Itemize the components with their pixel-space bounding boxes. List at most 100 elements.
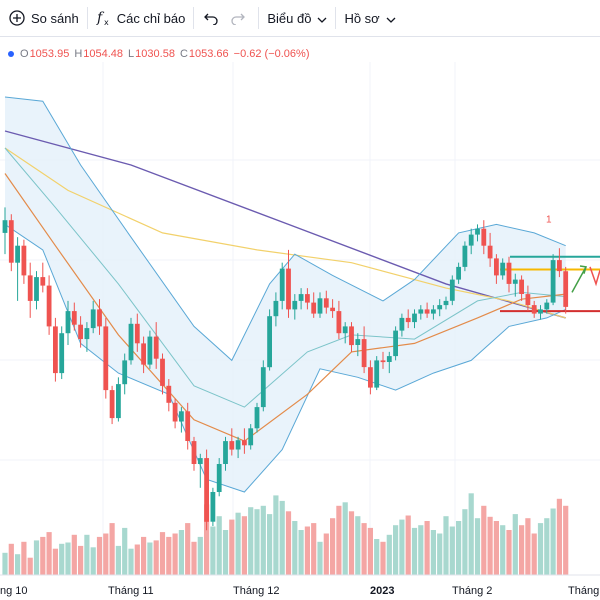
volume-bar xyxy=(386,534,392,575)
volume-bar xyxy=(78,545,84,575)
volume-bar xyxy=(33,540,40,575)
candle-body xyxy=(267,316,272,368)
candle-body xyxy=(53,326,58,374)
candle-body xyxy=(84,328,90,340)
candle-body xyxy=(223,441,228,464)
sma-200-line xyxy=(4,130,566,319)
candle-body xyxy=(147,336,153,365)
bollinger-mid-line xyxy=(4,147,566,408)
volume-bar xyxy=(185,523,191,575)
volume-bar xyxy=(8,543,14,575)
volume-bar xyxy=(500,525,506,575)
x-axis-label: Tháng 11 xyxy=(108,585,154,597)
volume-bar xyxy=(84,534,90,575)
x-axis-label: Tháng 2 xyxy=(452,585,492,597)
chart-type-dropdown[interactable]: Biểu đồ xyxy=(259,0,335,36)
low-value: 1030.58 xyxy=(135,48,175,60)
volume-bar xyxy=(96,536,103,575)
price-chart[interactable]: 1 ng 10 Tháng 11 Tháng 12 2023 Tháng 2 Tháng 3 xyxy=(0,62,600,600)
volume-bar xyxy=(103,533,109,575)
volume-bar xyxy=(235,512,241,575)
compare-button[interactable]: So sánh xyxy=(0,0,87,36)
open-label: O xyxy=(20,48,29,60)
candle-body xyxy=(179,411,184,422)
volume-bar xyxy=(330,518,336,575)
profile-dropdown[interactable]: Hồ sơ xyxy=(336,0,403,36)
volume-bar xyxy=(71,534,77,575)
candle-body xyxy=(544,302,550,310)
candle-body xyxy=(210,492,216,522)
candle-body xyxy=(153,336,159,359)
trend-arrow-head xyxy=(579,265,587,274)
volume-bar xyxy=(128,548,134,575)
x-axis-label: 2023 xyxy=(370,585,394,597)
candle-body xyxy=(216,464,222,492)
undo-button[interactable] xyxy=(194,0,229,36)
svg-text:x: x xyxy=(104,18,109,27)
candle-body xyxy=(298,294,304,301)
volume-bar xyxy=(342,502,348,575)
volume-bar xyxy=(374,539,380,575)
chevron-down-icon xyxy=(386,11,396,26)
candle-body xyxy=(40,277,46,286)
volume-bar xyxy=(493,521,499,575)
candle-body xyxy=(323,298,329,308)
candle-body xyxy=(349,326,354,346)
volume-bar xyxy=(399,519,405,575)
candle-body xyxy=(531,305,537,314)
x-axis-label: ng 10 xyxy=(0,585,28,597)
volume-bar xyxy=(204,504,210,575)
candle-body xyxy=(286,268,291,310)
volume-bar xyxy=(531,533,537,575)
volume-bar xyxy=(361,523,367,575)
compare-label: So sánh xyxy=(31,10,79,26)
volume-bar xyxy=(222,530,229,575)
candle-body xyxy=(46,285,52,327)
ma-orange-line xyxy=(4,173,566,442)
candle-body xyxy=(336,311,342,334)
toolbar-divider xyxy=(86,7,88,29)
volume-bar xyxy=(525,518,531,575)
toolbar-divider xyxy=(193,7,195,29)
bollinger-lower-line xyxy=(4,223,566,493)
candle-body xyxy=(122,360,128,385)
candle-body xyxy=(71,311,77,325)
volume-bar xyxy=(405,515,411,575)
candle-body xyxy=(21,245,27,276)
volume-bar xyxy=(273,495,279,575)
volume-bar xyxy=(216,516,222,575)
candle-body xyxy=(65,311,71,334)
volume-bar xyxy=(336,505,342,575)
volume-bar xyxy=(197,536,203,575)
redo-icon xyxy=(231,11,246,25)
candle-body xyxy=(412,313,417,323)
candle-body xyxy=(557,260,562,272)
indicators-label: Các chỉ báo xyxy=(116,10,186,26)
volume-bar xyxy=(46,532,52,575)
annotation-label: 1 xyxy=(546,215,552,226)
volume-bar xyxy=(254,509,260,575)
candle-body xyxy=(185,411,191,441)
candle-body xyxy=(8,220,14,263)
candle-body xyxy=(254,407,260,429)
candle-body xyxy=(2,220,8,233)
volume-bar xyxy=(563,505,569,575)
redo-button[interactable] xyxy=(229,0,258,36)
volume-bar xyxy=(122,527,128,575)
volume-bar xyxy=(512,514,518,575)
x-axis-label: Tháng 12 xyxy=(233,585,279,597)
candle-body xyxy=(538,309,543,314)
volume-bar xyxy=(506,530,512,575)
volume-bar xyxy=(424,521,430,575)
volume-bar xyxy=(537,523,544,575)
volume-bar xyxy=(468,493,474,575)
volume-bar xyxy=(393,525,399,575)
volume-bar xyxy=(21,541,27,575)
volume-bar xyxy=(487,516,493,575)
candle-body xyxy=(141,343,146,365)
candle-body xyxy=(386,356,392,362)
volume-bar xyxy=(40,536,46,575)
volume-bar xyxy=(418,525,424,575)
